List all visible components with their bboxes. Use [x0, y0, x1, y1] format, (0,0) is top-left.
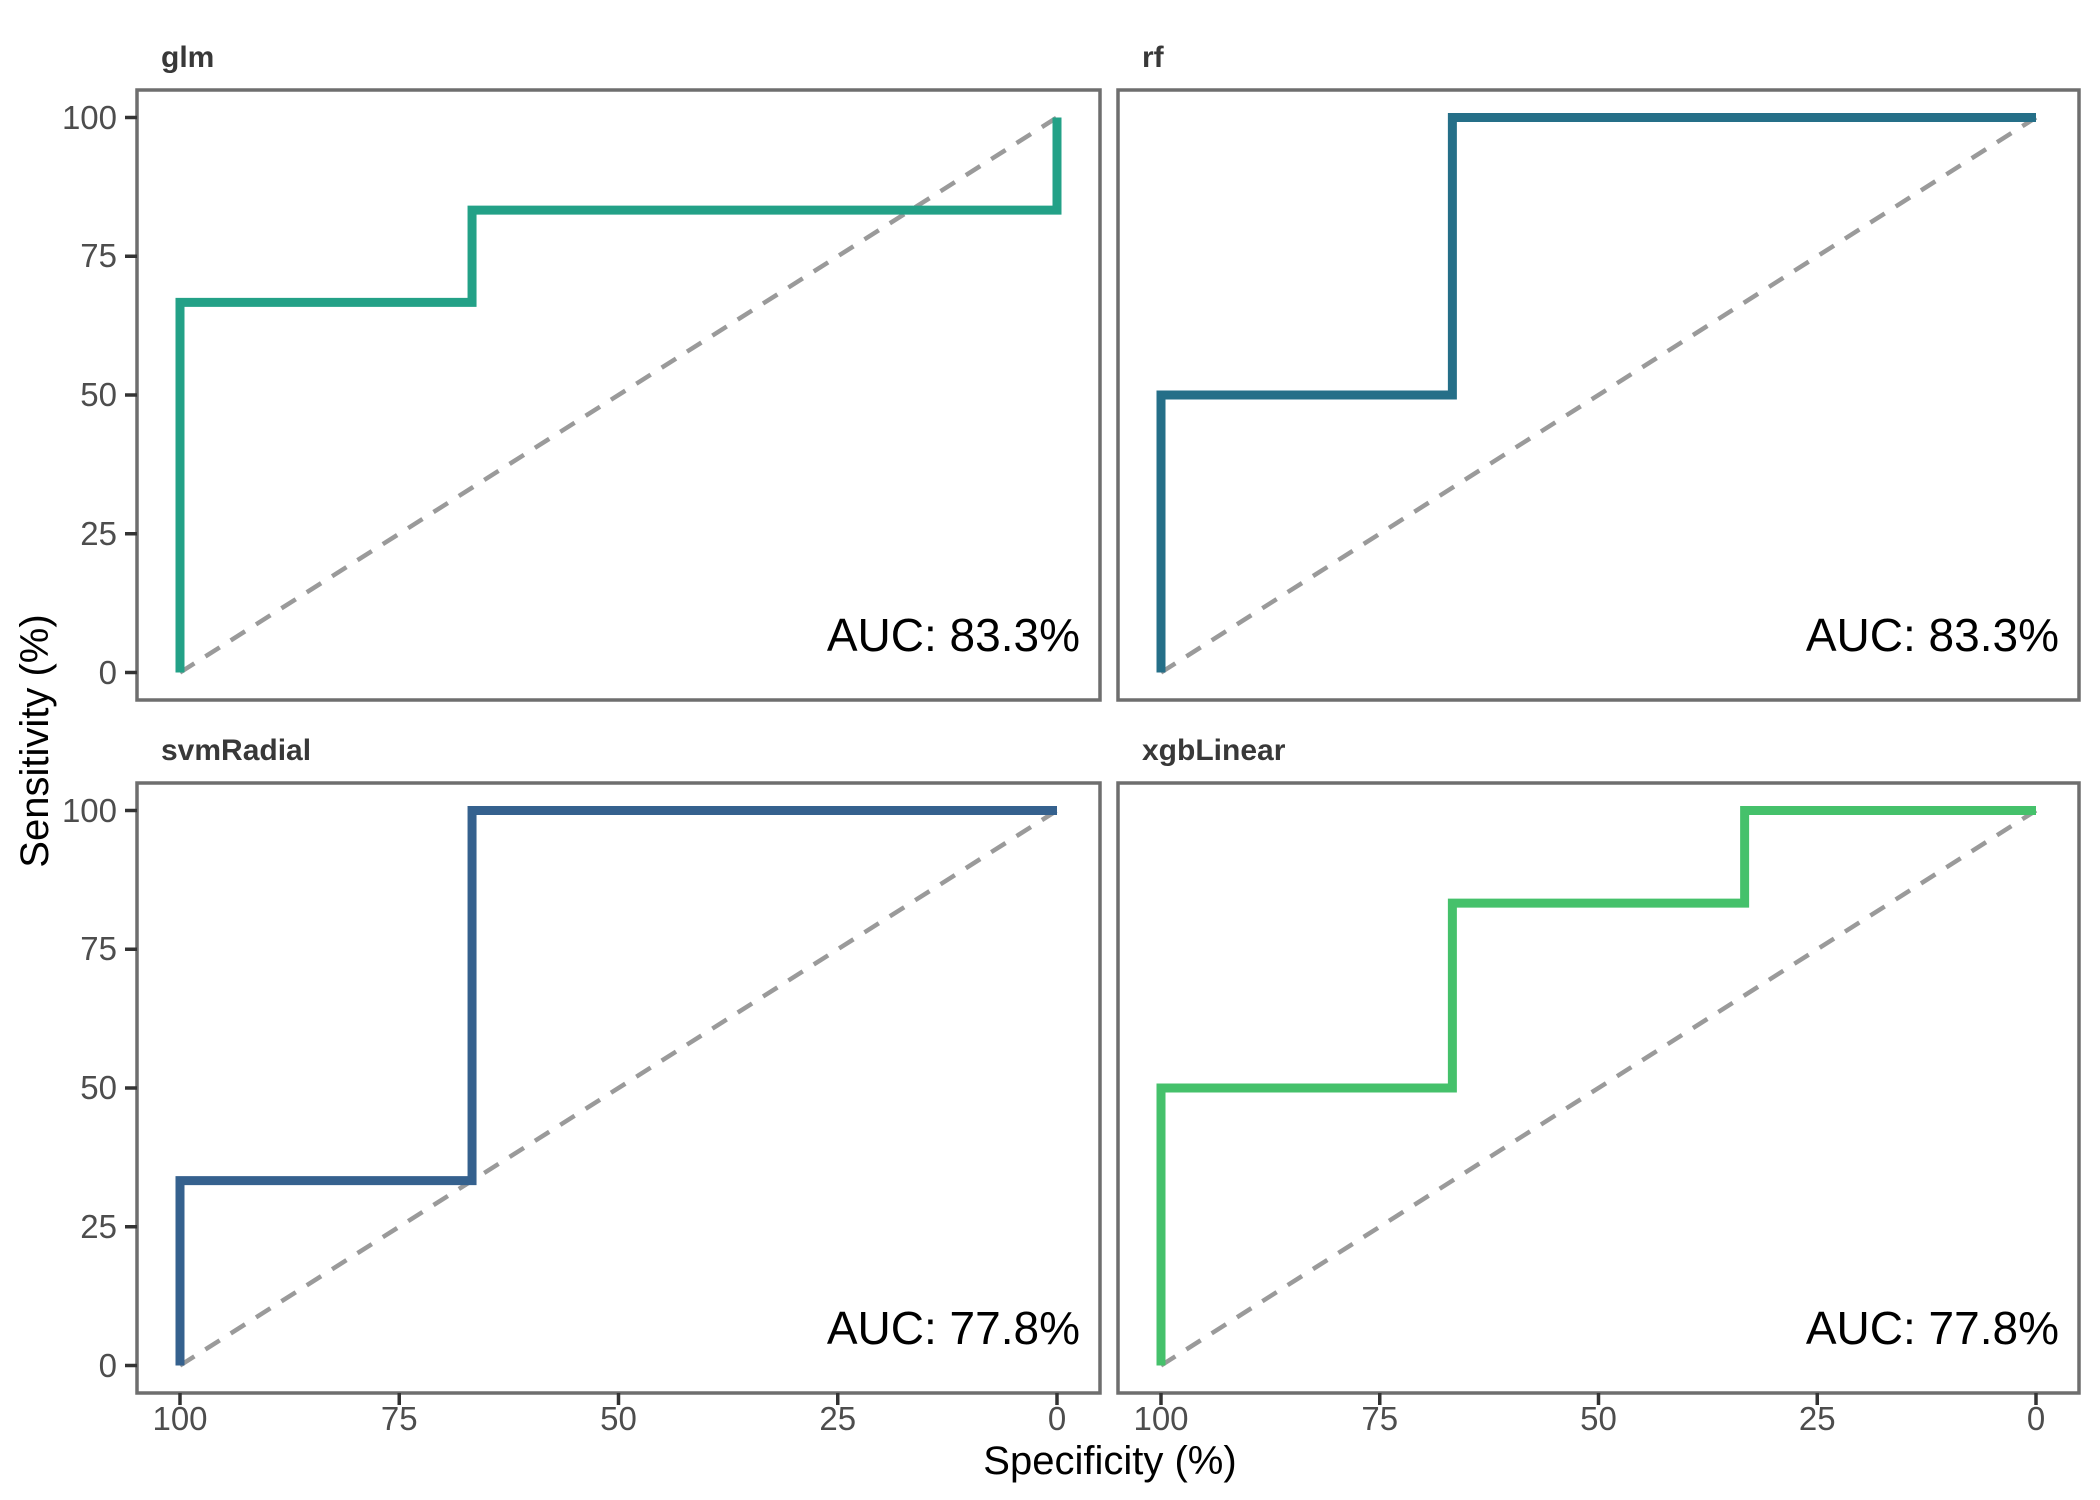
diagonal-reference-glm — [178, 115, 1059, 675]
diagonal-reference-svmRadial — [178, 808, 1059, 1368]
diagonal-reference-rf — [1159, 115, 2038, 675]
facet-title-svmradial: svmRadial — [161, 734, 312, 767]
y-axis-title: Sensitivity (%) — [13, 614, 57, 868]
roc-curve-xgbLinear — [1156, 806, 2036, 1366]
diagonal-reference-xgbLinear — [1159, 808, 2038, 1368]
auc-annotation-xgblinear: AUC: 77.8% — [1805, 1302, 2059, 1354]
roc-curve-glm — [175, 117, 1062, 673]
roc-curve-rf — [1156, 113, 2036, 673]
auc-annotation-svmradial: AUC: 77.8% — [826, 1302, 1080, 1354]
facet-title-xgblinear: xgbLinear — [1142, 734, 1286, 767]
auc-annotation-rf: AUC: 83.3% — [1805, 609, 2059, 661]
auc-annotation-glm: AUC: 83.3% — [826, 609, 1080, 661]
roc-curve-svmRadial — [175, 806, 1057, 1366]
facet-title-glm: glm — [161, 41, 215, 74]
x-axis-title: Specificity (%) — [983, 1439, 1237, 1483]
facet-title-rf: rf — [1142, 41, 1164, 74]
panel-border-rf — [1116, 88, 2081, 702]
